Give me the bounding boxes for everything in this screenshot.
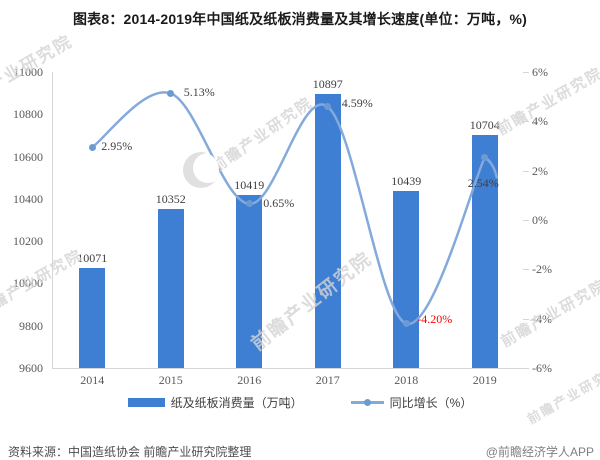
chart-title: 图表8：2014-2019年中国纸及纸板消费量及其增长速度(单位：万吨，%) [72,11,528,27]
x-axis-label-2016: 2016 [237,373,262,387]
legend-label-growth: 同比增长（%） [389,396,473,410]
x-axis-label-2019: 2019 [472,373,497,387]
right-axis-tick-mark [523,72,529,73]
legend: 纸及纸板消费量（万吨） 同比增长（%） [0,394,600,411]
x-axis-label-2018: 2018 [394,373,419,387]
credit-text: @前瞻经济学人APP [485,445,594,459]
bar-value-label: 10352 [155,192,186,206]
growth-value-label: 4.59% [341,95,373,110]
right-axis-tick-label: 2% [532,163,548,178]
bar-value-label: 10439 [391,173,422,188]
line-series-swatch [350,399,384,406]
plot-area: 10071 2014 10352 2015 10419 2016 10897 2017 1043… [52,72,524,387]
right-axis: -6% -4% -2% 0% 2% 4% 6% [523,65,583,375]
x-axis-label-2017: 2017 [315,373,340,387]
left-axis-tick-label: 10800 [13,107,43,122]
growth-point-2018 [402,320,410,328]
left-axis-tick-label: 11000 [13,65,43,79]
x-axis-label-2014: 2014 [80,373,105,387]
right-axis-tick-mark [523,121,529,123]
right-axis-tick-label: -6% [532,361,552,375]
right-axis-tick-label: 4% [532,114,548,129]
growth-point-2014 [88,143,96,151]
left-axis-tick-label: 10000 [13,276,43,291]
growth-point-2019 [481,153,489,161]
growth-value-label: 5.13% [183,85,215,100]
line-series-dot [363,399,371,406]
bar-series-swatch [127,398,165,407]
bar-value-label: 10071 [77,251,108,266]
left-axis-tick-label: 10200 [13,234,43,249]
bar-2017 [314,93,341,368]
growth-line-path [91,91,498,325]
right-axis-tick-label: -4% [532,311,552,326]
bar-value-label: 10704 [469,117,500,132]
source-text: 资料来源：中国造纸协会 前瞻产业研究院整理 [8,445,252,459]
right-axis-tick-mark [523,318,529,320]
footer: 资料来源：中国造纸协会 前瞻产业研究院整理 @前瞻经济学人APP [8,443,594,460]
bar-value-label: 10897 [312,76,343,91]
left-axis: 9600 9800 10000 10200 10400 10600 10800 11000 [0,65,46,375]
x-axis-label-2015: 2015 [158,373,183,387]
bar-2019 [471,134,498,368]
growth-value-label: 2.54% [467,176,499,191]
growth-point-2016 [245,200,253,208]
growth-line-svg [91,91,498,325]
growth-value-label: -4.20% [417,311,453,326]
bar-2014 [79,268,106,368]
bar-2016 [236,194,263,368]
right-axis-tick-label: 0% [532,213,548,227]
legend-item-growth: 同比增长（%） [350,394,473,411]
left-axis-tick-label: 9800 [19,318,43,333]
growth-point-2015 [167,89,175,97]
legend-label-consumption: 纸及纸板消费量（万吨） [170,396,303,410]
bar-2018 [393,190,420,368]
left-axis-tick-label: 9600 [19,361,43,375]
legend-item-consumption: 纸及纸板消费量（万吨） [127,394,303,411]
right-axis-tick-mark [523,269,529,271]
right-axis-tick-label: -2% [532,262,552,277]
right-axis-tick-label: 6% [532,65,548,79]
left-axis-tick-label: 10600 [13,149,43,164]
growth-point-2017 [324,103,332,111]
growth-value-label: 0.65% [263,195,295,210]
right-axis-tick-mark [523,368,529,369]
growth-value-label: 2.95% [101,139,133,154]
left-axis-tick-label: 10400 [13,191,43,206]
right-axis-tick-mark [523,220,529,221]
bar-value-label: 10419 [234,177,265,192]
right-axis-tick-mark [523,170,529,172]
bar-2015 [157,209,184,368]
